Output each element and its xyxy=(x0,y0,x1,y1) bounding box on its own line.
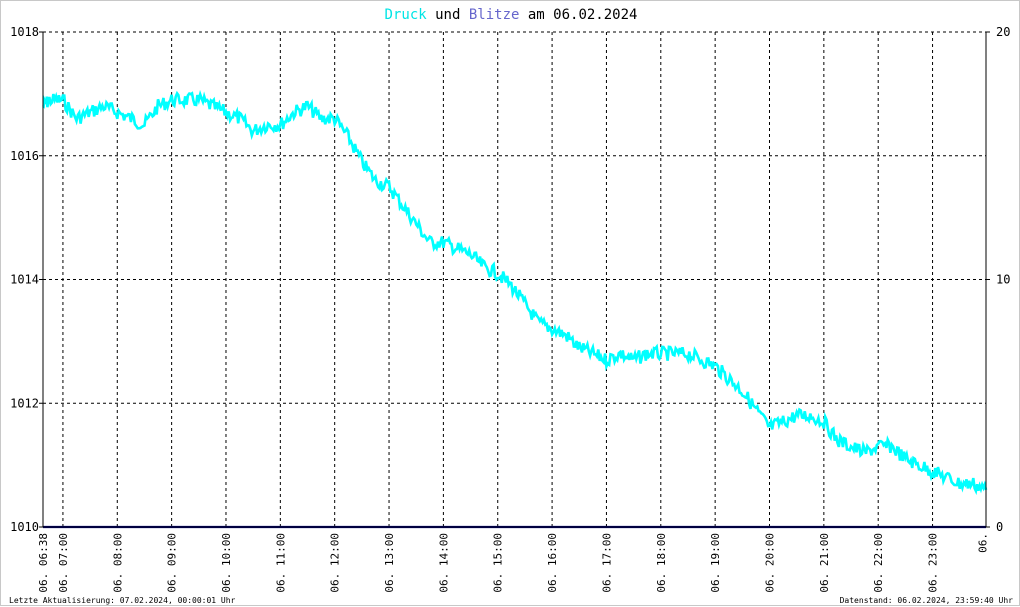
x-tick-label: 06. 23:00 xyxy=(927,533,940,593)
x-tick-label: 06. 20:00 xyxy=(763,533,776,593)
grid-lines xyxy=(43,31,986,527)
x-tick-label: 06. 09:00 xyxy=(166,533,179,593)
y-right-tick-label: 0 xyxy=(996,520,1003,534)
x-tick-label: 06. 06:38 xyxy=(37,533,50,593)
series-layer xyxy=(42,89,988,529)
y-left-tick-label: 1016 xyxy=(10,149,39,163)
x-tick-label: 06. 12:00 xyxy=(329,533,342,593)
x-tick-label: 06. 21:00 xyxy=(818,533,831,593)
x-tick-label: 06. 13:00 xyxy=(383,533,396,593)
title-date: am 06.02.2024 xyxy=(519,7,637,23)
x-tick-label: 06. 08:00 xyxy=(111,533,124,593)
title-druck: Druck xyxy=(385,7,428,23)
x-tick-label: 06. xyxy=(976,533,989,553)
x-tick-label: 06. 10:00 xyxy=(220,533,233,593)
x-tick-label: 06. 17:00 xyxy=(600,533,613,593)
tick-labels: 1010 1012 1014 1016 1018 0 10 20 06. 06:38 06. 07… xyxy=(10,25,1010,593)
axes xyxy=(39,31,990,528)
x-tick-label: 06. 22:00 xyxy=(872,533,885,593)
x-tick-label: 06. 16:00 xyxy=(546,533,559,593)
x-tick-label: 06. 19:00 xyxy=(709,533,722,593)
x-tick-label: 06. 14:00 xyxy=(437,533,450,593)
title-blitze: Blitze xyxy=(469,7,520,23)
y-left-tick-label: 1010 xyxy=(10,520,39,534)
x-tick-label: 06. 18:00 xyxy=(655,533,668,593)
x-tick-label: 06. 11:00 xyxy=(274,533,287,593)
footer-data-status: Datenstand: 06.02.2024, 23:59:40 Uhr xyxy=(840,596,1014,605)
y-left-tick-label: 1018 xyxy=(10,25,39,39)
x-tick-label: 06. 15:00 xyxy=(492,533,505,593)
chart-title: Druck und Blitze am 06.02.2024 xyxy=(385,7,638,23)
y-right-tick-label: 10 xyxy=(996,273,1010,287)
x-tick-label: 06. 07:00 xyxy=(57,533,70,593)
y-left-tick-label: 1012 xyxy=(10,396,39,410)
series-line-druck xyxy=(42,89,988,496)
y-right-tick-label: 20 xyxy=(996,25,1010,39)
footer-last-update: Letzte Aktualisierung: 07.02.2024, 00:00… xyxy=(9,596,236,605)
title-und: und xyxy=(427,7,469,23)
y-left-tick-label: 1014 xyxy=(10,273,39,287)
